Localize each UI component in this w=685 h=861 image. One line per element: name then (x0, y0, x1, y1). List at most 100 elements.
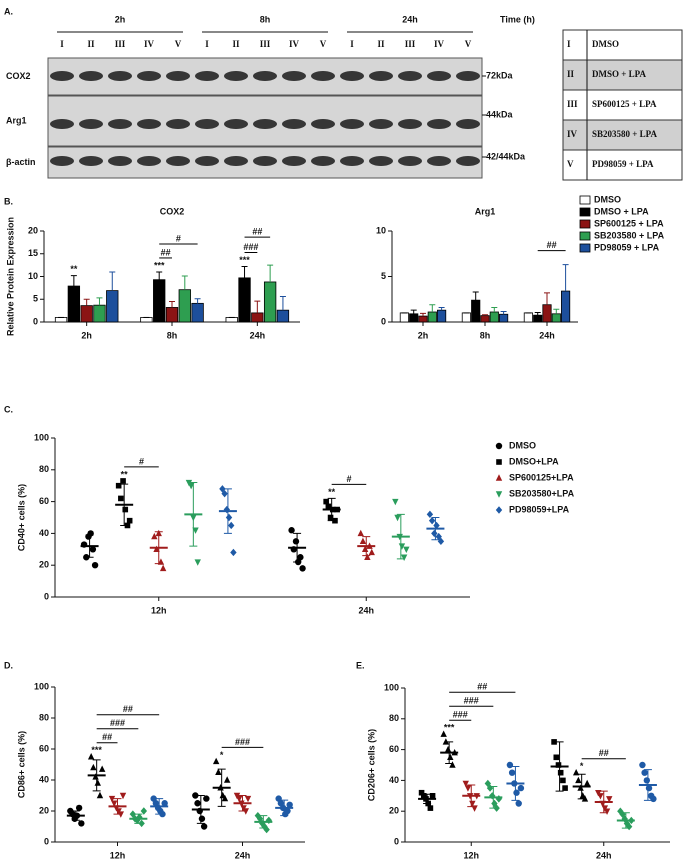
point (513, 789, 520, 796)
band (340, 156, 364, 166)
point (192, 792, 199, 799)
table-value: SB203580 + LPA (592, 129, 657, 139)
legend-label: DMSO (509, 440, 536, 450)
panel-label: E. (356, 660, 365, 670)
y-axis-label: CD86+ cells (%) (16, 731, 26, 798)
point (140, 807, 148, 815)
y-axis-label: CD40+ cells (%) (16, 484, 26, 551)
lane-label: III (115, 39, 126, 49)
bar (106, 290, 119, 323)
band (340, 119, 364, 129)
error-bar (109, 271, 116, 291)
point (508, 769, 516, 776)
significance: * (580, 761, 584, 771)
point (496, 459, 502, 465)
point (400, 554, 408, 561)
point (228, 521, 235, 530)
point (221, 489, 228, 498)
chart-title: COX2 (160, 206, 185, 216)
band (282, 156, 306, 166)
point (108, 795, 116, 803)
point (462, 780, 469, 788)
x-tick-label: 12h (151, 605, 167, 615)
error-bar (553, 308, 560, 314)
point (297, 554, 304, 561)
table-row (562, 59, 683, 91)
band (311, 71, 335, 81)
error-bar (420, 312, 426, 317)
lane-label: II (232, 39, 240, 49)
significance: ** (70, 264, 78, 274)
band (427, 119, 451, 129)
point (161, 800, 168, 807)
point (212, 757, 220, 765)
bar (427, 311, 437, 323)
point (92, 773, 99, 780)
point (325, 503, 332, 510)
point (119, 792, 127, 800)
point (98, 765, 106, 772)
band (108, 71, 132, 81)
lane-label: I (350, 39, 354, 49)
band (427, 71, 451, 81)
point (288, 527, 295, 534)
lane-label: III (260, 39, 271, 49)
band (369, 119, 393, 129)
point (560, 777, 566, 784)
legend-label: PD98059+LPA (509, 504, 570, 514)
band (311, 156, 335, 166)
point (200, 823, 208, 830)
band (224, 119, 248, 129)
x-tick-label: 24h (235, 850, 251, 860)
point (299, 565, 306, 572)
error-bar (544, 292, 550, 305)
y-tick-label: 20 (389, 806, 399, 816)
band (166, 119, 190, 129)
band (137, 119, 161, 129)
error-bar (241, 265, 248, 278)
legend-swatch (579, 243, 591, 253)
point (435, 532, 442, 541)
significance: * (220, 750, 224, 760)
legend-label: DMSO (594, 194, 621, 204)
point (495, 795, 503, 803)
y-axis-label: CD206+ cells (%) (366, 729, 376, 801)
significance: *** (239, 255, 250, 265)
y-tick-label: 0 (44, 836, 49, 846)
bracket-label: ## (547, 240, 557, 250)
band (369, 71, 393, 81)
y-tick-label: 40 (39, 774, 49, 784)
point (78, 820, 85, 827)
point (194, 800, 201, 807)
y-tick-label: 40 (39, 528, 49, 538)
y-tick-label: 15 (28, 248, 38, 258)
lane-label: IV (144, 39, 155, 49)
band (427, 156, 451, 166)
bar (54, 317, 68, 323)
legend-label: SP600125+LPA (509, 472, 574, 482)
y-tick-label: 100 (34, 432, 49, 442)
y-tick-label: 10 (376, 225, 386, 235)
point (221, 794, 229, 802)
point (203, 795, 210, 802)
bar (191, 302, 204, 323)
y-tick-label: 80 (389, 713, 399, 723)
point (429, 793, 436, 799)
bar (225, 317, 238, 323)
band (253, 156, 277, 166)
point (215, 768, 222, 775)
bracket-label: ## (123, 704, 133, 714)
legend-swatch (579, 195, 591, 205)
y-axis-label: Relative Protein Expression (5, 217, 15, 336)
point (115, 482, 122, 489)
band (195, 71, 219, 81)
point (489, 792, 496, 800)
band (137, 156, 161, 166)
lane-label: V (465, 39, 472, 49)
point (583, 779, 591, 787)
bar (80, 305, 93, 323)
table-row (562, 89, 683, 121)
point (517, 784, 525, 792)
bar (471, 299, 481, 323)
